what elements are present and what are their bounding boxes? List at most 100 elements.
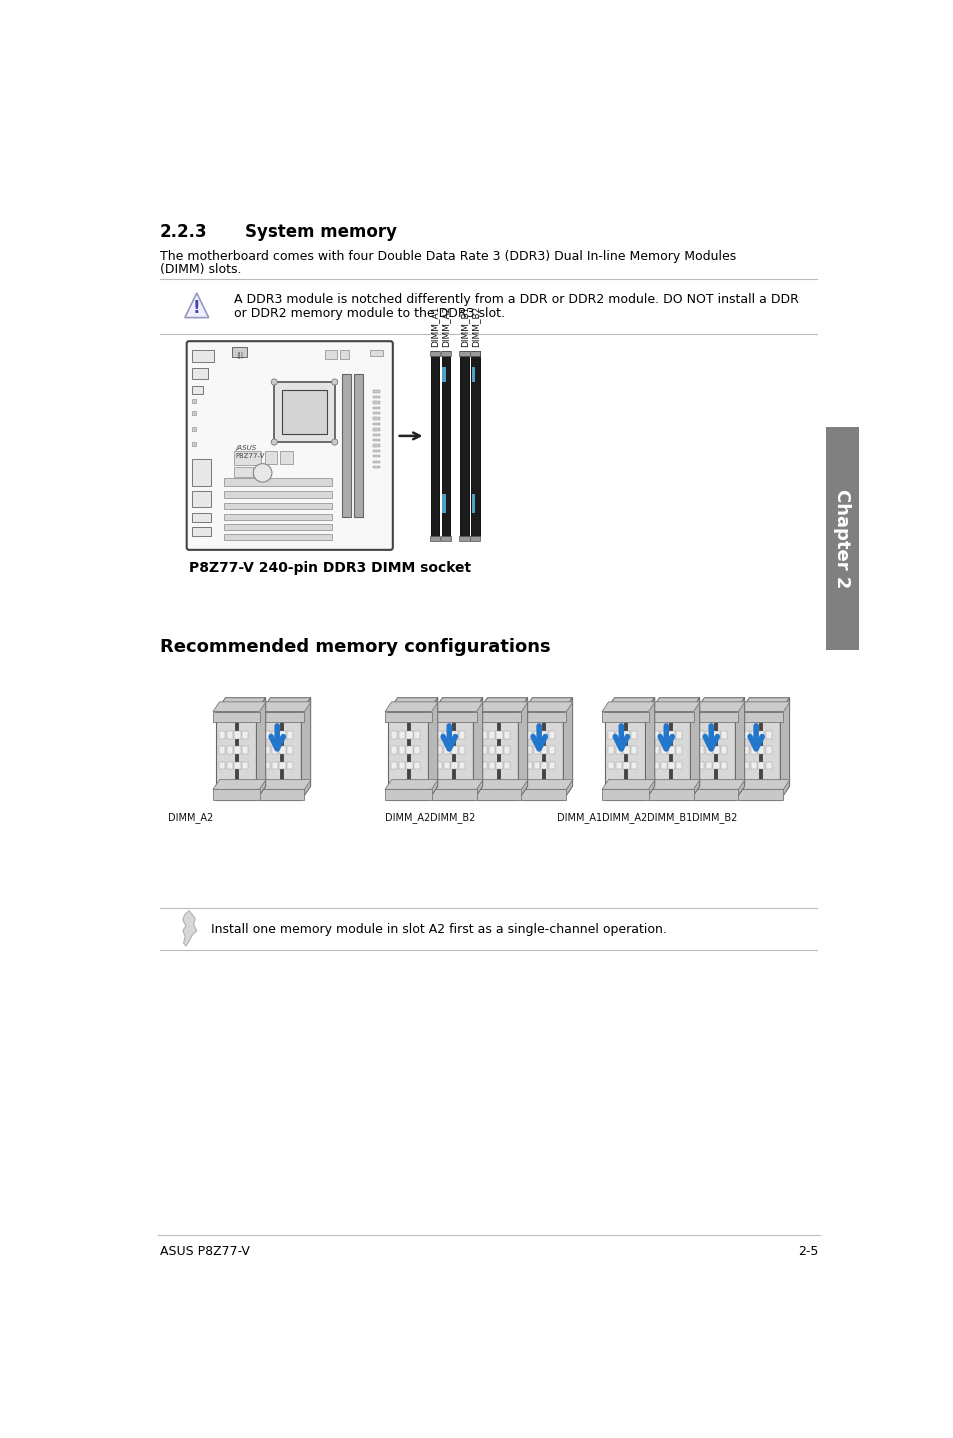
Bar xyxy=(440,536,451,541)
Bar xyxy=(430,536,439,541)
Bar xyxy=(653,746,659,754)
Bar xyxy=(488,731,495,739)
Bar xyxy=(758,731,763,739)
Bar xyxy=(705,746,711,754)
Bar xyxy=(414,746,419,754)
Bar xyxy=(458,746,465,754)
Bar xyxy=(480,746,487,754)
Bar xyxy=(533,762,539,769)
Bar xyxy=(385,712,431,722)
Bar xyxy=(224,479,332,486)
Bar xyxy=(242,731,248,739)
Polygon shape xyxy=(646,702,700,712)
Bar xyxy=(391,746,397,754)
Bar xyxy=(431,351,439,536)
Bar xyxy=(660,762,666,769)
Bar xyxy=(441,351,450,536)
Bar xyxy=(750,746,756,754)
Bar xyxy=(192,398,195,403)
Bar xyxy=(480,731,487,739)
Bar xyxy=(216,712,256,800)
Bar xyxy=(233,452,261,464)
Polygon shape xyxy=(216,697,266,712)
Bar xyxy=(522,712,562,800)
Bar xyxy=(406,716,410,795)
Text: DIMM_B2: DIMM_B2 xyxy=(471,306,479,348)
Bar xyxy=(398,731,405,739)
Polygon shape xyxy=(213,779,266,789)
Bar xyxy=(264,746,270,754)
Polygon shape xyxy=(691,779,744,789)
Bar xyxy=(219,746,225,754)
Bar xyxy=(540,731,547,739)
Text: 2-5: 2-5 xyxy=(797,1245,818,1258)
Bar xyxy=(373,423,380,426)
Bar xyxy=(406,762,413,769)
Bar xyxy=(451,731,457,739)
Bar xyxy=(279,716,282,795)
Bar xyxy=(373,391,380,393)
Polygon shape xyxy=(736,702,789,712)
Bar xyxy=(234,746,240,754)
Bar xyxy=(750,762,756,769)
Bar xyxy=(548,746,555,754)
Polygon shape xyxy=(385,702,437,712)
Bar xyxy=(459,351,468,536)
Bar xyxy=(765,746,771,754)
Bar xyxy=(705,731,711,739)
Bar xyxy=(257,789,304,800)
Bar xyxy=(713,762,719,769)
Text: DIMM_A1: DIMM_A1 xyxy=(430,306,439,348)
Bar xyxy=(219,762,225,769)
Bar xyxy=(388,712,428,800)
Bar xyxy=(373,417,380,420)
Text: ASUS P8Z77-V: ASUS P8Z77-V xyxy=(159,1245,249,1258)
Bar xyxy=(443,731,450,739)
Bar xyxy=(192,513,211,522)
Polygon shape xyxy=(183,910,196,946)
Bar xyxy=(698,731,703,739)
Bar xyxy=(540,746,547,754)
Bar xyxy=(608,731,614,739)
Bar xyxy=(622,746,629,754)
Text: DIMM_A1: DIMM_A1 xyxy=(557,811,601,823)
Bar xyxy=(287,746,293,754)
Bar xyxy=(436,746,442,754)
Bar xyxy=(660,731,666,739)
Bar xyxy=(525,746,532,754)
Text: 2.2.3: 2.2.3 xyxy=(159,223,207,240)
Bar xyxy=(720,762,726,769)
Bar xyxy=(257,712,304,722)
Polygon shape xyxy=(261,697,311,712)
Bar xyxy=(519,789,566,800)
Bar xyxy=(373,401,380,404)
Bar xyxy=(668,762,674,769)
Bar xyxy=(713,716,716,795)
Bar xyxy=(705,762,711,769)
Bar xyxy=(436,731,442,739)
Text: P8Z77-V: P8Z77-V xyxy=(235,453,265,459)
Bar xyxy=(430,789,476,800)
Polygon shape xyxy=(213,702,266,712)
Bar xyxy=(242,746,248,754)
Bar xyxy=(391,762,397,769)
Bar xyxy=(472,493,475,513)
Polygon shape xyxy=(519,702,573,712)
Bar xyxy=(436,762,442,769)
Bar xyxy=(274,383,335,441)
Polygon shape xyxy=(301,697,311,800)
Bar xyxy=(459,351,469,355)
Bar xyxy=(373,413,380,414)
Bar xyxy=(646,712,693,722)
Bar xyxy=(630,731,637,739)
Bar xyxy=(616,731,621,739)
Bar xyxy=(279,762,285,769)
Text: DIMM_A2: DIMM_A2 xyxy=(601,811,646,823)
Polygon shape xyxy=(562,697,572,800)
Bar xyxy=(765,762,771,769)
Text: DIMM_A2: DIMM_A2 xyxy=(168,811,213,823)
Bar xyxy=(443,762,450,769)
Bar xyxy=(742,762,748,769)
Bar xyxy=(503,731,510,739)
Circle shape xyxy=(332,439,337,446)
